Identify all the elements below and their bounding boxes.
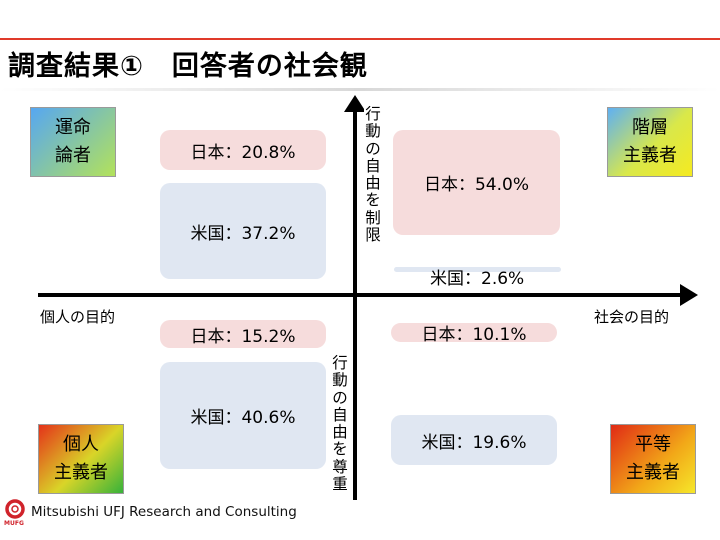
axis-label-respect-freedom: 行動の自由を尊重 [331,354,349,494]
corner-egalitarian-line1: 平等 [635,434,671,455]
box-japan-bottom-right: 日本：10.1% [391,323,557,345]
label-japan-top-left: 日本：20.8% [190,142,296,163]
axis-label-restrict-freedom: 行動の自由を制限 [364,105,382,245]
label-japan-bottom-left: 日本：15.2% [190,326,296,347]
axis-label-social-goal: 社会の目的 [594,308,670,326]
axis-label-individual-goal: 個人の目的 [40,308,116,326]
corner-individualist-line2: 主義者 [54,462,108,483]
box-us-bottom-left: 米国：40.6% [160,362,326,469]
corner-hierarchist-line2: 主義者 [623,145,677,166]
label-us-bottom-left: 米国：40.6% [190,408,296,428]
corner-egalitarian-line2: 主義者 [626,462,680,483]
corner-fatalist-line1: 運命 [55,117,91,138]
corner-fatalist-line2: 論者 [55,145,91,166]
label-us-top-right: 米国：2.6% [430,269,525,289]
box-us-bottom-right: 米国：19.6% [391,415,557,465]
box-us-top-left: 米国：37.2% [160,183,326,279]
corner-egalitarian: 平等 主義者 [610,424,696,494]
bar-us-top-right [394,267,561,272]
vertical-axis-arrowhead [344,95,366,112]
corner-hierarchist: 階層 主義者 [607,107,693,177]
mufg-logo-icon [5,499,25,519]
label-japan-top-right: 日本：54.0% [423,175,529,195]
corner-fatalist: 運命 論者 [30,107,116,177]
corner-hierarchist-line1: 階層 [632,117,668,138]
box-japan-bottom-left: 日本：15.2% [160,320,326,348]
horizontal-axis-arrowhead [680,284,698,306]
title-separator [0,88,720,91]
company-name: Mitsubishi UFJ Research and Consulting [31,504,297,520]
header-accent-line [0,38,720,40]
label-japan-bottom-right: 日本：10.1% [421,325,527,345]
box-japan-top-left: 日本：20.8% [160,130,326,170]
page-title: 調査結果① 回答者の社会観 [8,51,368,82]
corner-individualist: 個人 主義者 [38,424,124,494]
label-us-bottom-right: 米国：19.6% [421,432,527,453]
box-japan-top-right: 日本：54.0% [393,130,560,235]
label-us-top-left: 米国：37.2% [190,223,296,244]
mufg-logo-text: MUFG [4,520,24,527]
corner-individualist-line1: 個人 [63,434,99,455]
